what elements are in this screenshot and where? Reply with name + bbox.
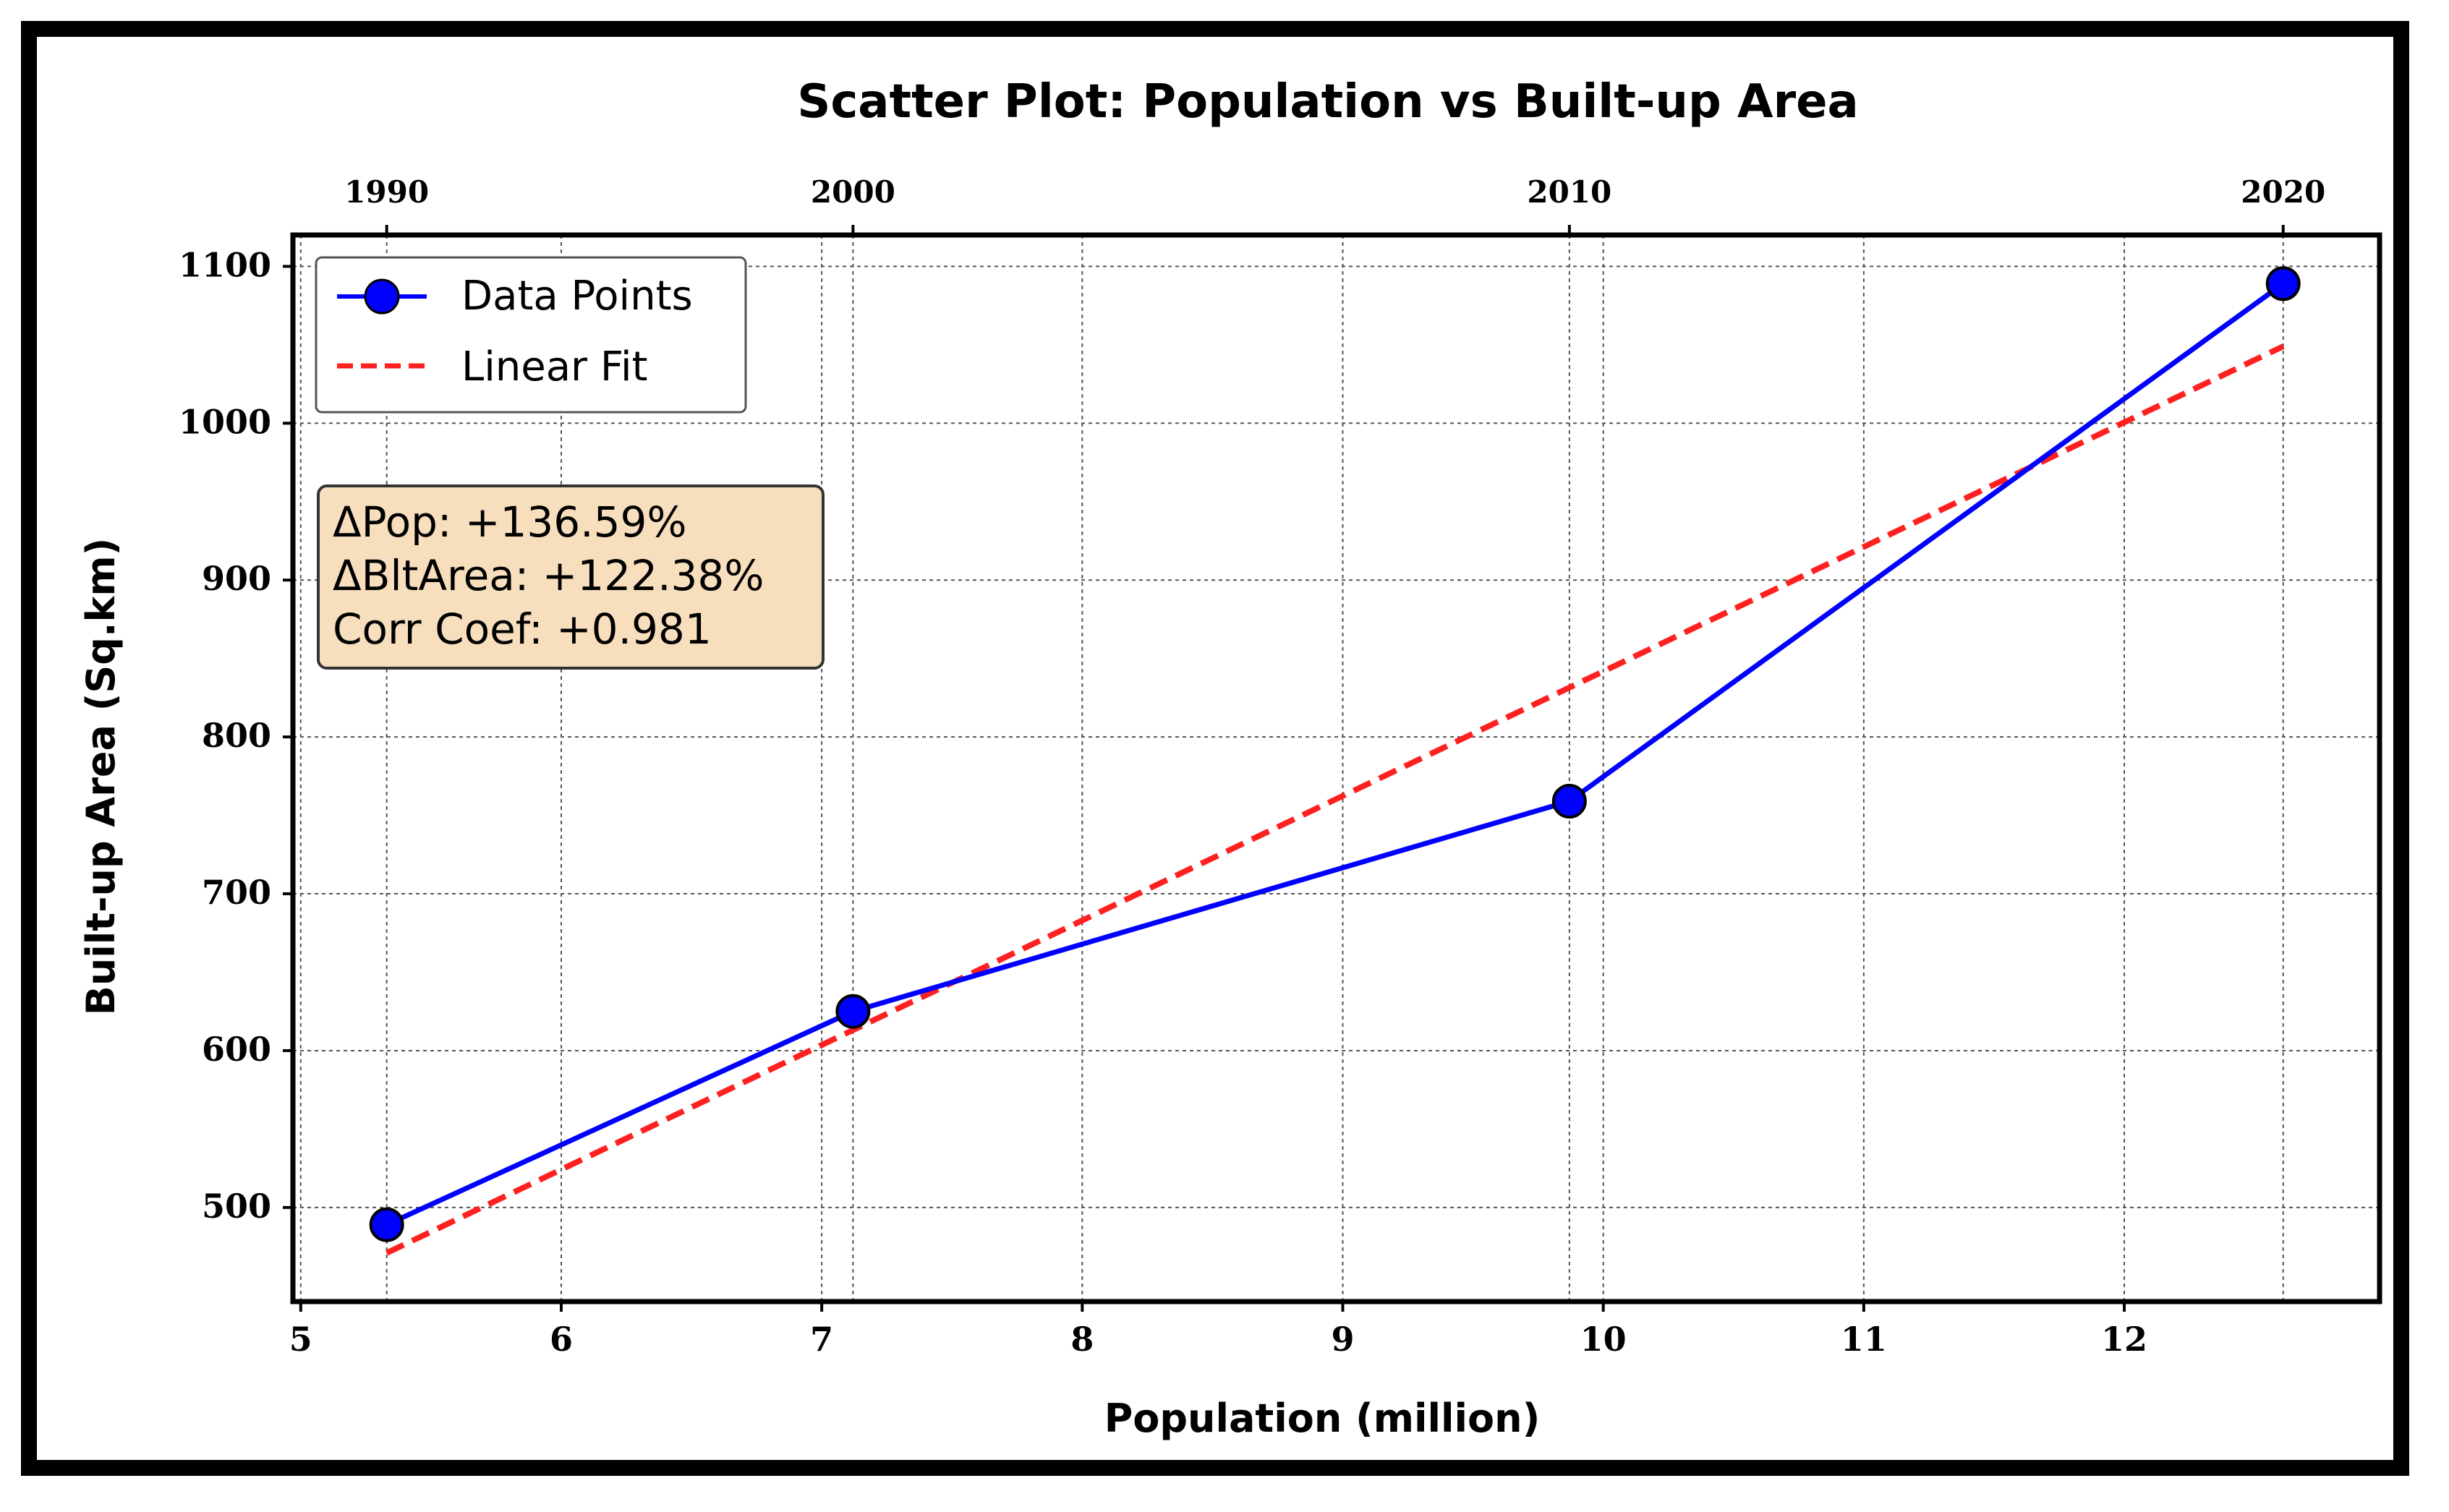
legend-label-data-points: Data Points — [461, 273, 693, 320]
stats-annotation-box — [317, 484, 825, 670]
y-tick-label: 700 — [202, 873, 271, 912]
data-point-marker — [1551, 784, 1587, 819]
y-tick-label: 600 — [202, 1030, 271, 1069]
y-tick-label: 500 — [202, 1187, 271, 1226]
outer-frame — [21, 21, 2409, 1476]
y-axis-label: Built-up Area (Sq.km) — [78, 538, 124, 1016]
plot-frame — [290, 232, 2382, 1304]
x-tick-label: 5 — [289, 1320, 312, 1359]
data-points-line — [386, 281, 2285, 1227]
linear-fit-line — [385, 343, 2285, 1256]
x-tick-label: 11 — [1841, 1320, 1887, 1359]
data-point-marker — [835, 994, 871, 1029]
data-point-marker — [369, 1207, 404, 1242]
y-tick-label: 1100 — [179, 245, 271, 284]
x-tick-label: 10 — [1580, 1320, 1627, 1359]
legend-label-linear-fit: Linear Fit — [461, 343, 648, 390]
top-tick-label: 2000 — [811, 174, 895, 210]
chart-title: Scatter Plot: Population vs Built-up Are… — [797, 75, 1858, 129]
stats-annotation: ΔPop: +136.59% ΔBltArea: +122.38% Corr C… — [317, 484, 825, 670]
x-tick-label: 6 — [550, 1320, 573, 1359]
axes: 5 6 7 8 9 10 11 12 500 600 700 800 900 1000 1100 1990 20… — [179, 174, 2382, 1359]
stats-delta-builtarea: ΔBltArea: +122.38% — [333, 551, 764, 600]
x-tick-label: 12 — [2101, 1320, 2147, 1359]
stats-delta-pop: ΔPop: +136.59% — [333, 497, 687, 547]
legend-data-points-marker — [364, 278, 400, 315]
linear-fit-series — [385, 343, 2285, 1256]
stats-corr-coef: Corr Coef: +0.981 — [333, 605, 712, 654]
y-tick-label: 800 — [202, 716, 271, 755]
x-tick-label: 7 — [810, 1320, 833, 1359]
x-tick-label: 9 — [1331, 1320, 1354, 1359]
y-tick-label: 1000 — [179, 402, 271, 441]
x-tick-label: 8 — [1070, 1320, 1094, 1359]
data-point-marker — [2265, 266, 2301, 302]
y-tick-label: 900 — [202, 559, 271, 598]
data-points-series — [369, 266, 2301, 1242]
top-tick-label: 2020 — [2241, 174, 2325, 210]
legend: Data Points Linear Fit — [315, 256, 747, 414]
x-axis-label: Population (million) — [1104, 1396, 1541, 1441]
top-tick-label: 2010 — [1527, 174, 1611, 210]
top-tick-label: 1990 — [344, 174, 429, 210]
